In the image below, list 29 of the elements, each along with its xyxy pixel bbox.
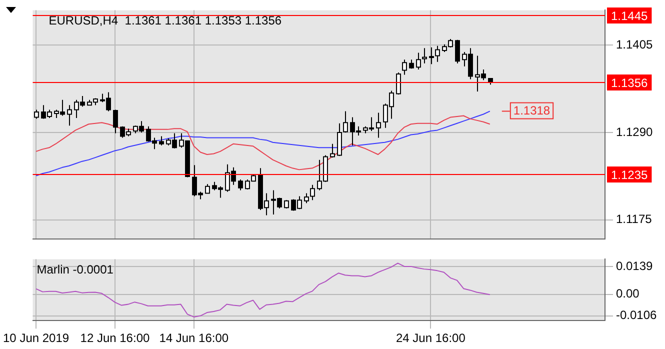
candlestick [34,109,39,120]
candlestick [402,59,407,76]
chart-title: EURUSD,H4 1.1361 1.1361 1.1353 1.1356 [48,14,282,28]
candlestick [159,136,164,146]
y-tick-label: 1.1405 [616,37,654,52]
candlestick [67,104,72,126]
y-tick-label: -0.0106 [616,308,658,322]
y-tick-label: 1.1290 [616,124,654,139]
candlestick [330,143,335,158]
candlestick [205,184,210,194]
ref-line-label: 1.1356 [611,76,648,90]
y-tick-label: 0.0139 [616,258,654,273]
candlestick [238,179,243,191]
candlestick [455,39,460,64]
candlestick [337,122,342,157]
annotation: 1.1318 [513,104,550,118]
x-tick-label: 12 Jun 16:00 [80,331,150,346]
ref-line-label: 1.1235 [611,168,648,182]
candlestick [343,110,348,133]
y-tick-label: 1.1175 [616,212,652,226]
chart-title: Marlin -0.0001 [36,262,114,277]
candlestick [113,109,118,134]
candlestick [376,112,381,138]
x-tick-label: 14 Jun 16:00 [159,331,229,346]
candlestick [396,72,401,95]
y-tick-label: 0.00 [616,286,640,301]
x-tick-label: 10 Jun 2019 [3,331,70,346]
x-tick-label: 24 Jun 16:00 [396,331,466,346]
ref-line-label: 1.1445 [611,8,648,23]
